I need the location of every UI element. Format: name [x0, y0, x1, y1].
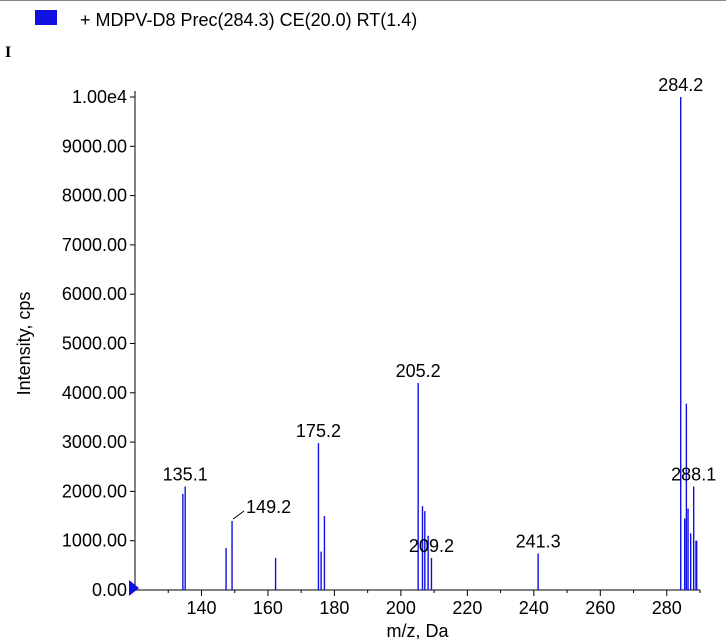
peak-label: 241.3 — [516, 532, 561, 552]
y-tick-label: 9000.00 — [62, 136, 127, 156]
legend-swatch — [35, 10, 57, 25]
peak-label: 209.2 — [409, 536, 454, 556]
x-tick-label: 220 — [452, 598, 482, 618]
peak-label: 284.2 — [658, 75, 703, 95]
y-tick-label: 4000.00 — [62, 383, 127, 403]
x-tick-label: 240 — [519, 598, 549, 618]
chart-axes: 0.00 1000.00 2000.00 3000.00 4000.00 5000.00 6… — [62, 87, 701, 618]
x-tick-label: 200 — [386, 598, 416, 618]
x-axis-title: m/z, Da — [386, 621, 449, 641]
x-tick-label: 280 — [652, 598, 682, 618]
y-tick-label: 6000.00 — [62, 284, 127, 304]
baseline-marker-icon — [129, 580, 139, 596]
peak-label: 135.1 — [163, 464, 208, 484]
y-axis-title: Intensity, cps — [14, 292, 34, 396]
x-tick-label: 140 — [186, 598, 216, 618]
chart-bars — [182, 97, 698, 590]
peak-label: 205.2 — [396, 361, 441, 381]
top-border-line — [0, 0, 726, 1]
legend-label: + MDPV-D8 Prec(284.3) CE(20.0) RT(1.4) — [80, 10, 418, 30]
peak-label: 288.1 — [671, 464, 716, 484]
y-tick-label: 3000.00 — [62, 432, 127, 452]
y-tick-label: 2000.00 — [62, 481, 127, 501]
y-tick-label: 1000.00 — [62, 531, 127, 551]
peak-label: 149.2 — [246, 497, 291, 517]
peak-label-leader — [232, 510, 245, 520]
chart-labels: 135.1 149.2 175.2 205.2 209.2 241.3 284.2 288.1 — [163, 75, 717, 556]
peak-label: 175.2 — [296, 421, 341, 441]
y-tick-label: 1.00e4 — [72, 87, 127, 107]
x-tick-label: 180 — [319, 598, 349, 618]
x-tick-label: 160 — [253, 598, 283, 618]
y-tick-label: 7000.00 — [62, 235, 127, 255]
y-tick-label: 8000.00 — [62, 186, 127, 206]
y-tick-label: 5000.00 — [62, 334, 127, 354]
panel-label: I — [5, 44, 12, 61]
x-tick-label: 260 — [585, 598, 615, 618]
y-tick-label: 0.00 — [92, 580, 127, 600]
